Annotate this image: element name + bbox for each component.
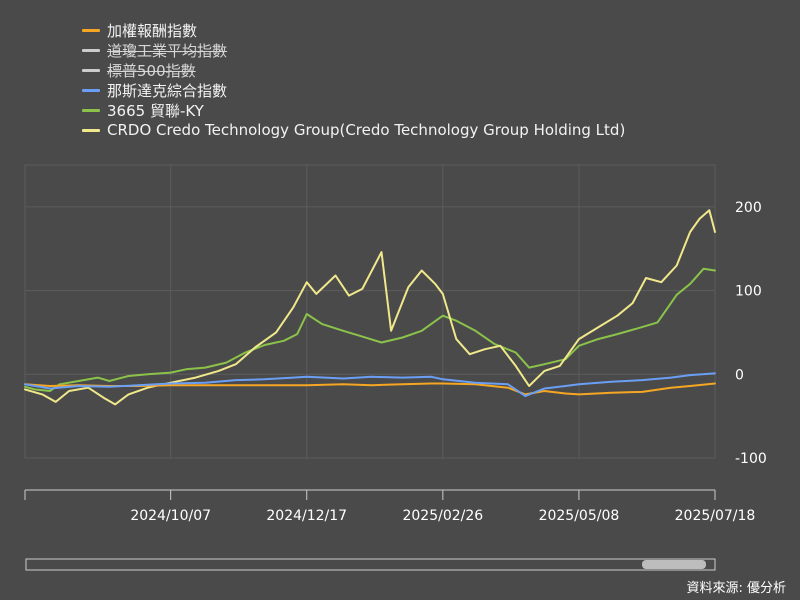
data-source-note: 資料來源: 優分析	[686, 581, 786, 596]
chart-legend: 加權報酬指數 道瓊工業平均指數 標普500指數 那斯達克綜合指數 3665 貿聯-KY C…	[82, 20, 625, 140]
legend-item-0[interactable]: 加權報酬指數	[82, 20, 625, 40]
legend-item-2[interactable]: 標普500指數	[82, 60, 625, 80]
legend-item-4[interactable]: 3665 貿聯-KY	[82, 100, 625, 120]
legend-label: 標普500指數	[107, 61, 196, 80]
y-tick-label: 100	[735, 284, 762, 300]
x-tick-label: 2024/10/07	[130, 508, 211, 524]
legend-item-3[interactable]: 那斯達克綜合指數	[82, 80, 625, 100]
x-tick-label: 2024/12/17	[266, 508, 347, 524]
legend-label: 道瓊工業平均指數	[107, 41, 228, 60]
legend-label: 那斯達克綜合指數	[107, 81, 228, 100]
legend-item-5[interactable]: CRDO Credo Technology Group(Credo Techno…	[82, 120, 625, 140]
legend-swatch	[82, 108, 100, 112]
range-scrollbar-track[interactable]	[25, 558, 716, 571]
range-scrollbar-thumb[interactable]	[642, 560, 706, 569]
legend-label: CRDO Credo Technology Group(Credo Techno…	[107, 121, 626, 139]
legend-swatch	[82, 128, 100, 132]
x-tick-label: 2025/07/18	[675, 508, 756, 524]
series-line-0	[24, 382, 716, 396]
y-tick-label: 200	[735, 200, 762, 216]
legend-swatch	[82, 48, 100, 52]
series-line-5	[24, 209, 716, 406]
plot-area	[24, 164, 716, 459]
legend-swatch	[82, 88, 100, 92]
legend-swatch	[82, 28, 100, 32]
legend-swatch	[82, 68, 100, 72]
y-tick-label: 0	[735, 367, 744, 383]
x-tick-label: 2025/05/08	[539, 508, 620, 524]
legend-label: 3665 貿聯-KY	[107, 101, 204, 120]
series-line-4	[24, 267, 716, 392]
series-line-3	[24, 372, 716, 398]
legend-item-1[interactable]: 道瓊工業平均指數	[82, 40, 625, 60]
x-tick-label: 2025/02/26	[402, 508, 483, 524]
y-tick-label: -100	[735, 451, 767, 467]
legend-label: 加權報酬指數	[107, 21, 198, 40]
